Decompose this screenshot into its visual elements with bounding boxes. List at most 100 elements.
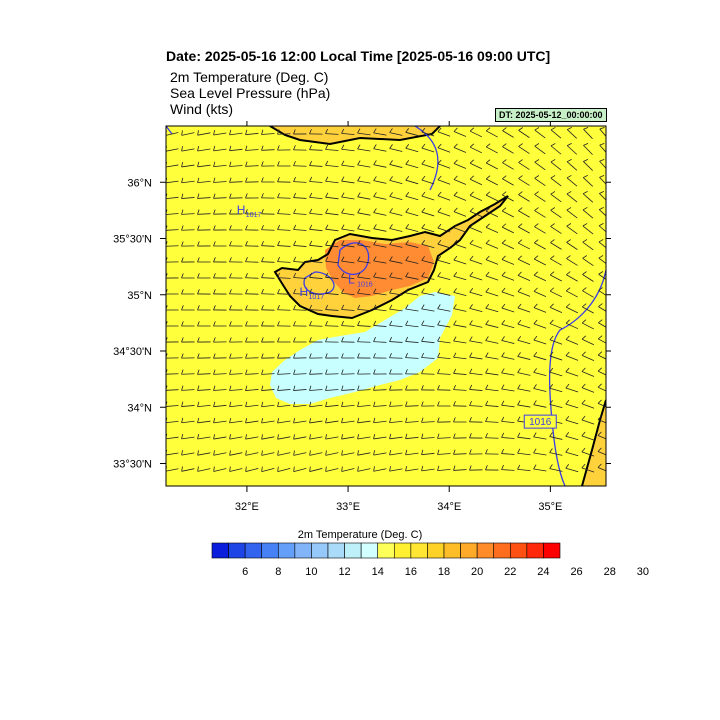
wind-barb (405, 449, 419, 456)
wind-barb (341, 369, 355, 375)
wind-barb (181, 369, 195, 375)
colorbar-label: 6 (242, 566, 248, 578)
wind-barb (437, 352, 451, 360)
wind-barb (485, 175, 498, 186)
wind-barb (405, 466, 419, 472)
wind-barb (453, 127, 467, 137)
wind-barb (469, 417, 483, 423)
wind-barb (197, 321, 211, 327)
wind-barb (501, 400, 515, 408)
wind-barb (453, 159, 467, 169)
wind-barb (549, 319, 563, 329)
wind-barb (229, 257, 243, 263)
wind-barb (405, 175, 419, 185)
wind-barb (549, 367, 563, 377)
wind-barb (293, 240, 307, 247)
wind-barb (469, 320, 483, 328)
wind-barb (598, 207, 606, 217)
cyprus-coastline (273, 195, 509, 320)
wind-barb (293, 353, 307, 359)
wind-barb (453, 433, 467, 439)
wind-barb (389, 401, 403, 407)
wind-barb (309, 353, 323, 359)
wind-barb (341, 434, 355, 440)
wind-barb (389, 208, 403, 216)
wind-barb (229, 129, 243, 136)
wind-barb (469, 143, 483, 154)
wind-barb (389, 288, 403, 296)
pressure-center-value: 1017 (246, 212, 262, 219)
wind-barb (485, 159, 498, 170)
wind-barb (277, 224, 291, 231)
wind-barb (565, 367, 579, 377)
wind-barb (517, 352, 531, 360)
wind-barb (197, 146, 211, 152)
wind-barb (405, 191, 419, 201)
wind-barb (502, 159, 514, 170)
wind-barb (549, 335, 563, 345)
wind-barb (357, 434, 371, 440)
wind-barb (309, 401, 323, 408)
wind-barb (581, 415, 595, 425)
wind-barb (389, 369, 403, 375)
map-title: Date: 2025-05-16 12:00 Local Time [2025-… (166, 48, 551, 64)
wind-barb (277, 401, 291, 408)
wind-barb (229, 209, 243, 215)
wind-barb (309, 272, 323, 279)
wind-barb (309, 288, 323, 295)
wind-barb (309, 224, 323, 232)
pressure-center-value: 1017 (309, 294, 325, 301)
wind-barb (229, 145, 243, 152)
wind-barb (181, 257, 195, 263)
wind-barb (357, 320, 371, 327)
wind-barb (341, 192, 355, 200)
wind-barb (583, 159, 593, 171)
wind-barb (566, 127, 578, 139)
wind-barb (534, 159, 546, 171)
wind-barb (213, 321, 227, 327)
wind-barb (581, 319, 594, 330)
wind-barb (534, 223, 546, 234)
colorbar-swatch (410, 542, 428, 559)
wind-barb (277, 305, 291, 311)
colorbar-label: 26 (570, 566, 582, 578)
wind-barb (453, 336, 467, 344)
wind-barb (533, 335, 547, 345)
wind-barb (309, 385, 323, 391)
wind-barb (599, 159, 606, 169)
wind-barb (373, 320, 387, 327)
wind-barb (261, 256, 275, 263)
wind-barb (325, 434, 339, 440)
colorbar-swatch (244, 542, 263, 559)
wind-barb (309, 304, 323, 311)
wind-barb (373, 128, 387, 136)
wind-barb (565, 464, 579, 473)
wind-barb (518, 207, 530, 218)
wind-barb (293, 337, 307, 343)
wind-barb (453, 449, 467, 455)
wind-barb (197, 273, 211, 279)
wind-barb (293, 224, 307, 231)
wind-barb (373, 401, 387, 407)
wind-barb (213, 466, 227, 472)
wind-barb (197, 130, 211, 136)
wind-barb (373, 224, 387, 232)
wind-barb (485, 352, 499, 360)
wind-barb (389, 160, 403, 168)
wind-barb (357, 160, 371, 168)
wind-barb (197, 289, 211, 295)
wind-barb (453, 368, 467, 375)
lon-tick-label: 35°E (538, 501, 562, 513)
wind-barb (373, 288, 387, 296)
wind-barb (229, 321, 243, 327)
wind-barb (357, 176, 371, 184)
wind-barb (405, 240, 419, 248)
wind-barb (421, 191, 435, 201)
wind-barb (534, 143, 546, 155)
wind-barb (309, 192, 323, 200)
wind-barb (341, 208, 355, 216)
wind-barb (421, 336, 435, 344)
wind-barb (341, 417, 355, 424)
wind-barb (517, 239, 530, 250)
